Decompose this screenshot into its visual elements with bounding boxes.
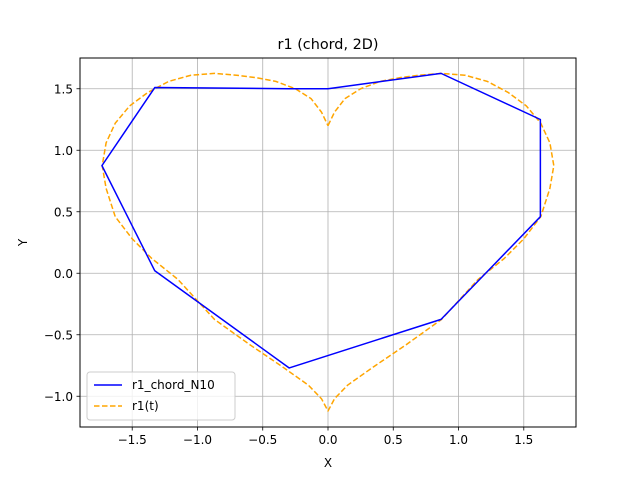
x-tick-label: −1.5 xyxy=(118,433,147,447)
x-tick-label: 1.5 xyxy=(514,433,533,447)
legend: r1_chord_N10 r1(t) xyxy=(86,371,236,421)
y-tick-label: −0.5 xyxy=(44,328,73,342)
series-line-r1-chord xyxy=(101,72,542,369)
chart-title: r1 (chord, 2D) xyxy=(278,37,379,53)
x-tick-label: −0.5 xyxy=(248,433,277,447)
y-tick-label: 1.5 xyxy=(54,82,73,96)
x-tick-label: 0.5 xyxy=(384,433,403,447)
legend-label-r1-t: r1(t) xyxy=(132,399,159,413)
legend-box xyxy=(86,371,236,421)
y-tick-label: 1.0 xyxy=(54,144,73,158)
series-line-r1-t xyxy=(101,72,555,412)
x-tick-label: 1.0 xyxy=(449,433,468,447)
y-tick-label: 0.5 xyxy=(54,205,73,219)
series-layer xyxy=(101,72,555,412)
y-tick-label: −1.0 xyxy=(44,390,73,404)
x-axis-label: X xyxy=(324,456,332,470)
x-tick-label: 0.0 xyxy=(318,433,337,447)
y-axis-label: Y xyxy=(16,238,30,247)
legend-label-r1-chord: r1_chord_N10 xyxy=(132,378,215,392)
y-tick-label: 0.0 xyxy=(54,267,73,281)
x-tick-label: −1.0 xyxy=(183,433,212,447)
axis-ticks: −1.5 −1.0 −0.5 0.0 0.5 1.0 1.5 −1.0 −0.5 0.0 0.5 1.… xyxy=(44,82,533,447)
